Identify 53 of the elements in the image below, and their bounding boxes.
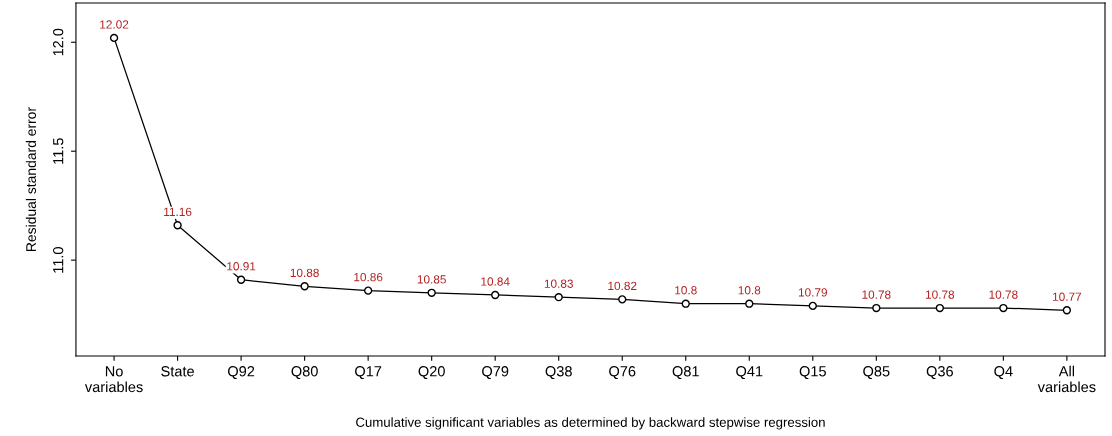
point: [236, 275, 246, 284]
data-label: 10.85: [417, 275, 446, 284]
point: [1062, 306, 1072, 315]
x-tick-label: Q81: [672, 366, 699, 380]
x-tick-label: Q41: [736, 366, 763, 380]
x-tick-label: State: [161, 366, 194, 377]
x-tick-label: Q17: [355, 366, 382, 380]
x-tick-label: Q38: [545, 366, 572, 380]
data-label: 10.77: [1053, 292, 1082, 301]
point: [681, 299, 690, 308]
point: [427, 288, 436, 297]
data-label: 10.91: [227, 262, 256, 271]
data-label: 10.78: [925, 290, 955, 299]
point: [999, 303, 1008, 313]
point: [491, 290, 500, 300]
point: [173, 221, 182, 230]
data-label: 10.83: [544, 279, 573, 288]
x-tick-label: Q20: [418, 366, 445, 380]
y-axis-title: Residual standard error: [25, 107, 36, 251]
point: [872, 303, 881, 313]
y-tick-label: 12.0: [53, 28, 64, 56]
x-tick-label: No variables: [84, 366, 143, 393]
y-tick-label: 11.5: [53, 138, 64, 164]
data-label: 10.78: [989, 290, 1018, 299]
data-label: 10.79: [798, 288, 828, 297]
x-axis-title: Cumulative significant variables as determined by backward stepwise regression: [356, 417, 825, 430]
point: [554, 293, 563, 302]
point: [109, 33, 119, 43]
x-tick-label: Q85: [863, 366, 890, 380]
x-tick-label: Q79: [482, 366, 509, 380]
point: [363, 286, 373, 295]
data-label: 10.78: [862, 290, 891, 299]
x-tick-label: Q4: [994, 366, 1013, 380]
point: [618, 295, 627, 304]
y-tick-label: 11.0: [53, 247, 64, 273]
point: [935, 303, 945, 313]
point: [808, 301, 817, 311]
data-label: 10.8: [738, 286, 761, 295]
data-label: 11.16: [164, 207, 192, 216]
data-label: 12.02: [100, 20, 129, 29]
x-tick-label: Q76: [609, 366, 636, 380]
x-tick-label: All variables: [1037, 365, 1096, 393]
data-label: 10.84: [481, 277, 510, 286]
data-label: 10.8: [675, 286, 697, 295]
x-tick-label: Q80: [291, 366, 318, 380]
point: [745, 299, 754, 308]
point: [300, 282, 309, 291]
data-label: 10.88: [290, 268, 319, 277]
x-tick-label: Q36: [926, 366, 953, 380]
data-label: 10.82: [608, 281, 637, 291]
x-tick-label: Q92: [228, 366, 255, 380]
data-label: 10.86: [354, 273, 383, 282]
x-tick-label: Q15: [799, 366, 826, 380]
